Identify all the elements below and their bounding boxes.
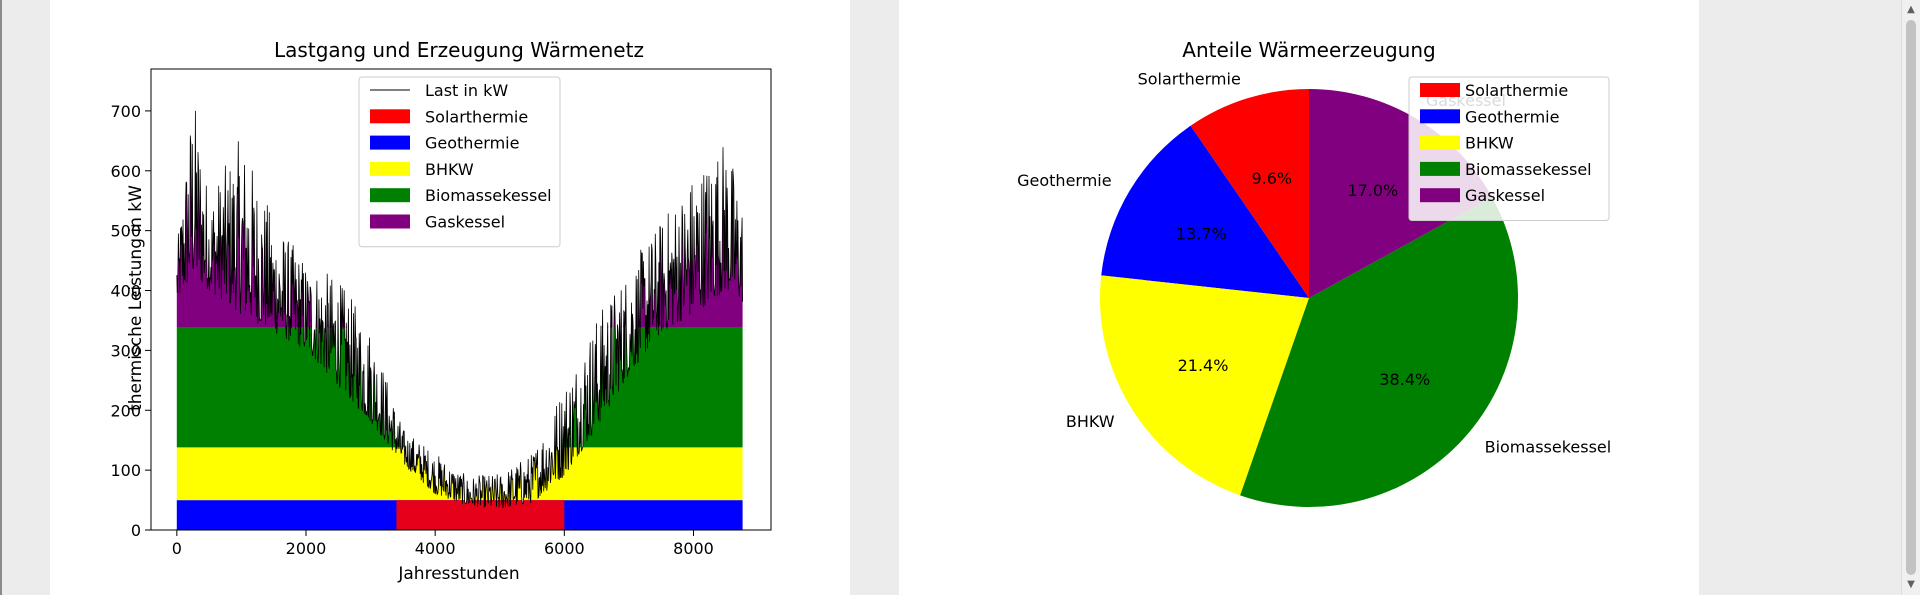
legend-label: BHKW (425, 160, 474, 179)
pie-category-label: Biomassekessel (1485, 437, 1612, 456)
x-tick-label: 2000 (286, 539, 327, 558)
y-tick-label: 300 (110, 341, 141, 360)
legend-label: Gaskessel (1465, 186, 1545, 205)
legend-swatch (370, 161, 410, 176)
pie-category-label: BHKW (1066, 412, 1115, 431)
pie-slice-bhkw (1099, 275, 1309, 496)
scrollbar-thumb[interactable] (1906, 20, 1916, 575)
line-chart-plot-area (150, 68, 772, 531)
legend-label: Last in kW (425, 81, 508, 100)
x-tick-label: 6000 (544, 539, 585, 558)
legend-swatch (1420, 161, 1460, 176)
x-tick-label: 0 (172, 539, 182, 558)
pie-pct-label: 17.0% (1347, 181, 1398, 200)
legend-label: BHKW (1465, 134, 1514, 153)
x-tick-label: 8000 (673, 539, 714, 558)
line-chart-xlabel: Jahresstunden (397, 564, 519, 584)
legend-label: Solarthermie (425, 107, 528, 126)
y-tick-label: 700 (110, 102, 141, 121)
pie-chart-legend: Solarthermie Geothermie BHKW Biomassekessel… (1408, 76, 1610, 221)
y-tick-label: 100 (110, 461, 141, 480)
pie-chart-labels: 9.6% Solarthermie 13.7% Geothermie 21.4% BHKW… (1017, 70, 1611, 457)
gaskessel-area (176, 110, 743, 328)
legend-label: Solarthermie (1465, 81, 1568, 100)
bhkw-area (176, 447, 743, 501)
pie-pct-label: 21.4% (1178, 356, 1229, 375)
biomassekessel-area (176, 327, 743, 448)
solarthermie-area (396, 500, 565, 530)
scroll-up-icon[interactable]: ▲ (1907, 4, 1915, 15)
pie-slice-geothermie (1101, 125, 1309, 298)
pie-slice-biomassekessel (1240, 197, 1518, 508)
legend-swatch (370, 135, 410, 150)
legend-swatch (1420, 109, 1460, 124)
line-chart-legend: Last in kW Solarthermie Geothermie BHKW Biom… (358, 76, 561, 248)
scroll-down-icon[interactable]: ▼ (1907, 579, 1915, 590)
x-tick-label: 4000 (415, 539, 456, 558)
y-tick-label: 400 (110, 282, 141, 301)
pie-chart-panel: Anteile Wärmeerzeugung 9.6% Solarthermie 1… (899, 0, 1699, 595)
y-tick-label: 600 (110, 162, 141, 181)
line-chart-x-axis: 0 2000 4000 6000 8000 (172, 530, 714, 558)
last-in-kw-line (176, 110, 743, 509)
legend-label: Gaskessel (425, 213, 505, 232)
legend-label: Biomassekessel (1465, 160, 1592, 179)
y-tick-label: 500 (110, 222, 141, 241)
legend-label: Geothermie (425, 134, 519, 153)
line-chart: Lastgang und Erzeugung Wärmenetz Jahress… (110, 38, 772, 584)
pie-pct-label: 38.4% (1379, 370, 1430, 389)
vertical-scrollbar[interactable]: ▲ ▼ (1901, 0, 1920, 595)
legend-label: Geothermie (1465, 107, 1559, 126)
line-chart-ylabel: thermische Leistung in kW (126, 185, 146, 411)
legend-swatch (1420, 83, 1460, 97)
pie-slice-solarthermie (1190, 89, 1309, 298)
line-chart-title: Lastgang und Erzeugung Wärmenetz (274, 38, 644, 62)
line-chart-y-axis: 0 100 200 300 400 500 600 700 (110, 102, 151, 540)
pie-chart: Anteile Wärmeerzeugung 9.6% Solarthermie 1… (1017, 38, 1611, 508)
legend-label: Biomassekessel (425, 186, 552, 205)
legend-swatch (1420, 188, 1460, 203)
y-tick-label: 200 (110, 401, 141, 420)
pie-category-label: Solarthermie (1138, 70, 1241, 89)
window-left-border (0, 0, 2, 595)
y-tick-label: 0 (131, 521, 141, 540)
legend-swatch (370, 109, 410, 124)
pie-pct-label: 13.7% (1176, 225, 1227, 244)
line-chart-frame (150, 68, 772, 531)
legend-swatch (1420, 135, 1460, 150)
pie-category-label: Geothermie (1017, 171, 1111, 190)
legend-swatch (370, 214, 410, 229)
line-chart-panel: Lastgang und Erzeugung Wärmenetz Jahress… (50, 0, 850, 595)
legend-swatch (370, 188, 410, 203)
pie-pct-label: 9.6% (1251, 169, 1292, 188)
pie-chart-title: Anteile Wärmeerzeugung (1182, 38, 1435, 62)
